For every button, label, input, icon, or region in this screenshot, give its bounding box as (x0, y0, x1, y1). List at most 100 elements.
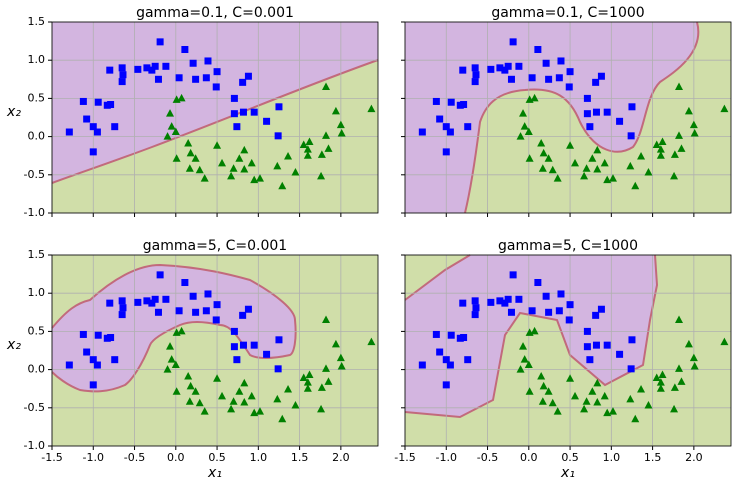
point (303, 145, 312, 153)
point (525, 328, 534, 336)
point (442, 123, 450, 131)
x-tick-label: -1.0 (83, 451, 104, 464)
point (111, 356, 119, 364)
x-tick-label: 1.0 (603, 451, 621, 464)
point (501, 299, 509, 307)
point (471, 311, 479, 319)
point (181, 279, 189, 287)
point (557, 290, 565, 298)
point (162, 295, 170, 303)
point (106, 299, 114, 307)
point (487, 65, 495, 73)
panel: -1.5 -1.0 -0.5 0.0 0.5 1.0 1.5 2.0 (394, 254, 732, 464)
point (171, 127, 180, 136)
chart-title: gamma=5, C=0.001 (143, 238, 287, 254)
point (148, 299, 156, 307)
point (151, 62, 159, 70)
point (515, 295, 523, 303)
x-tick-label: -1.5 (394, 451, 415, 464)
point (677, 377, 686, 385)
axes-frame (51, 254, 379, 447)
point (538, 397, 547, 405)
point (324, 377, 333, 385)
point (118, 311, 126, 319)
point (520, 122, 529, 130)
point (233, 123, 241, 131)
point (163, 365, 172, 373)
point (583, 327, 591, 335)
point (317, 404, 326, 413)
point (472, 71, 480, 79)
y-tick-label: 0.0 (28, 130, 46, 143)
point (172, 387, 181, 395)
point (675, 315, 684, 323)
region-negative (405, 255, 657, 417)
point (235, 387, 244, 395)
point (592, 311, 600, 319)
point (192, 308, 200, 316)
point (504, 295, 512, 303)
point (299, 373, 308, 382)
point (299, 140, 308, 149)
point (317, 171, 326, 180)
point (191, 387, 200, 395)
point (690, 129, 699, 137)
point (118, 297, 126, 305)
y-tick-label: 1.0 (28, 286, 46, 299)
point (592, 341, 600, 349)
point (239, 341, 247, 349)
point (303, 151, 312, 159)
point (177, 326, 186, 335)
point (593, 164, 602, 173)
point (496, 64, 504, 72)
point (119, 304, 127, 312)
point (600, 158, 609, 167)
point (516, 132, 525, 140)
point (442, 381, 450, 389)
point (631, 181, 640, 190)
point (658, 137, 667, 145)
point (509, 271, 517, 279)
point (670, 383, 679, 391)
chart-title: gamma=5, C=1000 (498, 238, 638, 254)
point (656, 384, 665, 392)
decision-boundary (464, 21, 700, 214)
point (247, 158, 256, 167)
point (239, 311, 247, 319)
point (184, 138, 193, 147)
point (79, 330, 87, 338)
point (516, 365, 525, 373)
point (542, 59, 550, 67)
point (79, 97, 87, 105)
point (519, 342, 528, 350)
point (520, 355, 529, 363)
point (273, 161, 282, 170)
point (185, 397, 194, 405)
point (597, 72, 605, 80)
point (571, 391, 580, 400)
point (184, 371, 193, 380)
axes-frame (404, 254, 732, 447)
point (565, 83, 573, 91)
point (472, 304, 480, 312)
point (528, 307, 536, 315)
x-tick-label: -0.5 (124, 451, 145, 464)
point (200, 174, 209, 182)
point (566, 374, 575, 382)
point (528, 74, 536, 82)
point (580, 404, 589, 413)
point (566, 301, 574, 309)
point (83, 115, 91, 123)
point (89, 381, 97, 389)
point (305, 137, 314, 145)
point (553, 174, 562, 182)
point (202, 307, 210, 315)
point (195, 165, 204, 174)
point (690, 362, 699, 370)
point (331, 106, 340, 115)
point (600, 391, 609, 400)
point (162, 62, 170, 70)
point (255, 407, 264, 415)
x-tick-label: 2.0 (332, 451, 350, 464)
point (608, 174, 617, 182)
